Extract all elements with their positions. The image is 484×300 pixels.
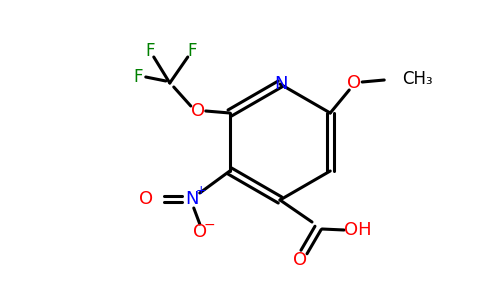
Text: F: F xyxy=(133,68,142,86)
Text: N: N xyxy=(185,190,198,208)
Text: O: O xyxy=(193,223,207,241)
Text: F: F xyxy=(145,42,154,60)
Text: +: + xyxy=(196,184,206,197)
Text: CH₃: CH₃ xyxy=(402,70,433,88)
Text: N: N xyxy=(274,75,288,93)
Text: O: O xyxy=(191,102,205,120)
Text: F: F xyxy=(187,42,197,60)
Text: O: O xyxy=(139,190,153,208)
Text: −: − xyxy=(204,218,215,232)
Text: O: O xyxy=(347,74,361,92)
Text: O: O xyxy=(293,251,307,269)
Text: OH: OH xyxy=(344,221,372,239)
